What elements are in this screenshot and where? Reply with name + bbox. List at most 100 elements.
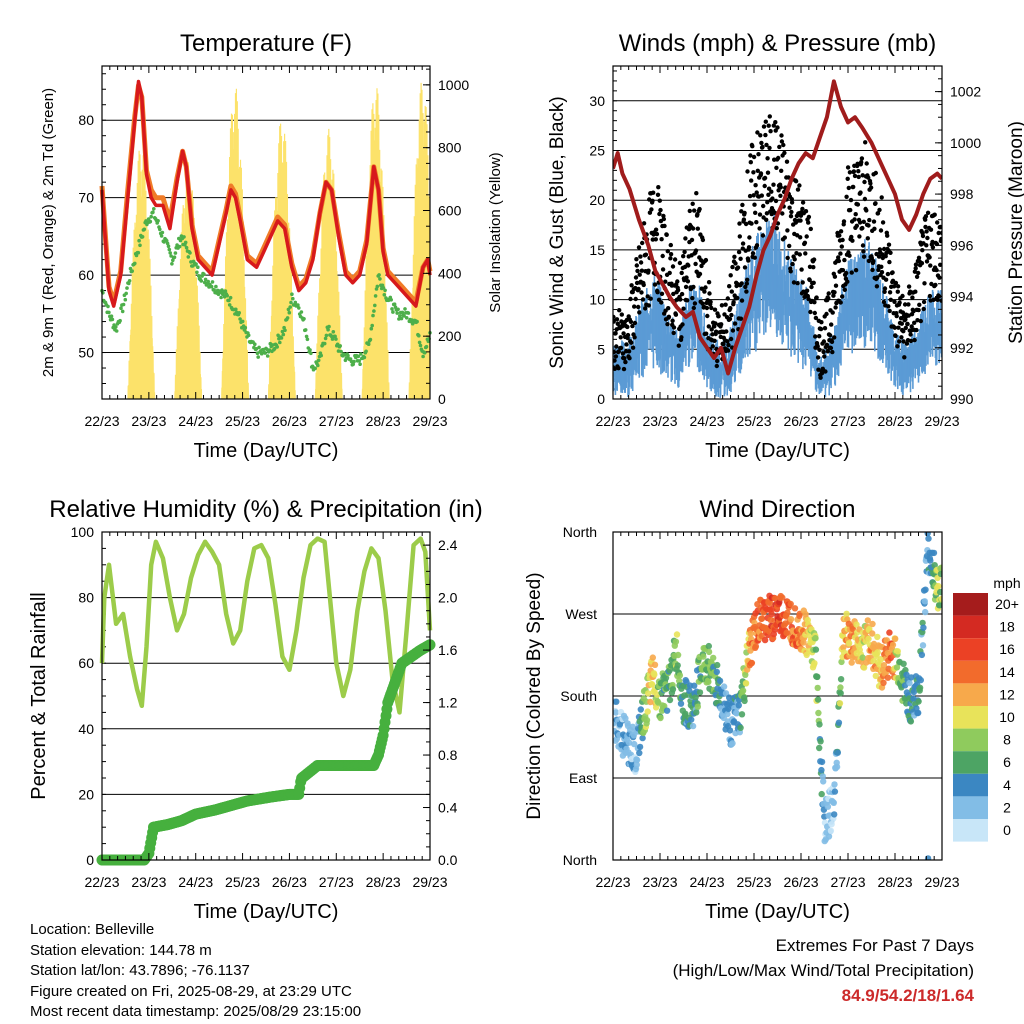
- direction-tick-label: North: [563, 524, 597, 540]
- dewpoint-point: [281, 332, 286, 337]
- dewpoint-point: [297, 306, 301, 310]
- gust-point: [646, 303, 651, 308]
- dewpoint-point: [417, 340, 422, 345]
- direction-point: [918, 651, 926, 659]
- dewpoint-point: [214, 284, 218, 289]
- dewpoint-point: [243, 325, 248, 330]
- dewpoint-point: [165, 241, 170, 246]
- gust-point: [695, 226, 700, 231]
- gust-point: [861, 254, 867, 259]
- gust-point: [637, 272, 642, 277]
- gust-point: [787, 243, 792, 249]
- dewpoint-point: [424, 344, 429, 349]
- gust-point: [753, 183, 758, 188]
- wind_direction-xtick-label: 27/23: [830, 874, 865, 890]
- dewpoint-point: [140, 235, 145, 239]
- direction-point: [831, 781, 838, 788]
- direction-point: [925, 535, 932, 542]
- gust-point: [758, 133, 763, 138]
- gust-point: [897, 300, 902, 305]
- gust-point: [729, 289, 734, 294]
- gust-point: [832, 335, 837, 340]
- dewpoint-point: [199, 279, 204, 283]
- solar-day-trace: [174, 162, 203, 399]
- temperature-xtick-label: 24/23: [178, 413, 213, 429]
- direction-point: [694, 703, 701, 710]
- gust-point: [675, 279, 680, 284]
- gust-point: [910, 295, 915, 300]
- winds-y2tick-label: 990: [950, 391, 974, 407]
- direction-point: [651, 671, 658, 678]
- direction-point: [741, 697, 748, 705]
- direction-point: [915, 709, 922, 717]
- direction-point: [758, 615, 766, 622]
- gust-point: [867, 217, 872, 223]
- temperature-y2tick-label: 1000: [438, 77, 469, 93]
- gust-point: [679, 291, 685, 297]
- gust-point: [908, 338, 914, 344]
- direction-point: [720, 683, 728, 690]
- gust-point: [779, 168, 784, 173]
- gust-point: [939, 236, 942, 242]
- gust-point: [705, 313, 710, 319]
- direction-point: [893, 664, 901, 671]
- gust-point: [640, 297, 646, 302]
- humidity-xlabel: Time (Day/UTC): [194, 901, 339, 923]
- gust-point: [873, 201, 878, 206]
- gust-point: [687, 208, 692, 214]
- gust-point: [712, 338, 717, 343]
- dewpoint-point: [403, 307, 407, 311]
- gust-point: [803, 251, 808, 256]
- dewpoint-point: [148, 219, 153, 224]
- direction-point: [938, 595, 942, 602]
- gust-point: [888, 297, 893, 302]
- dewpoint-point: [378, 277, 382, 281]
- gust-point: [739, 209, 744, 214]
- gust-point: [702, 289, 707, 294]
- gust-point: [755, 168, 760, 173]
- gust-point: [744, 289, 749, 294]
- dewpoint-point: [173, 251, 178, 255]
- gust-point: [782, 150, 787, 156]
- dewpoint-point: [331, 330, 336, 334]
- direction-point: [935, 582, 942, 590]
- dewpoint-point: [202, 272, 206, 277]
- gust-point: [921, 306, 926, 312]
- dewpoint-point: [346, 353, 350, 358]
- direction-point: [689, 722, 697, 730]
- colorbar-label: 12: [999, 686, 1015, 702]
- direction-point: [838, 658, 845, 666]
- dewpoint-point: [136, 250, 141, 255]
- gust-point: [625, 324, 630, 330]
- gust-point: [906, 284, 912, 289]
- dewpoint-point: [123, 297, 128, 302]
- gust-point: [753, 210, 758, 215]
- gust-point: [838, 229, 844, 234]
- gust-point: [726, 342, 731, 348]
- solar-day-trace: [408, 82, 430, 399]
- gust-point: [918, 318, 923, 324]
- gust-point: [778, 193, 783, 198]
- gust-point: [760, 233, 766, 238]
- dewpoint-point: [118, 318, 122, 323]
- dewpoint-point: [209, 284, 214, 289]
- gust-point: [733, 261, 738, 266]
- gust-point: [833, 305, 838, 310]
- colorbar-title: mph: [993, 575, 1020, 591]
- gust-point: [856, 174, 861, 180]
- extremes-subtitle: (High/Low/Max Wind/Total Precipitation): [672, 961, 974, 980]
- direction-point: [733, 710, 740, 717]
- gust-point: [745, 277, 750, 282]
- gust-point: [636, 286, 641, 292]
- dewpoint-point: [291, 296, 295, 301]
- dewpoint-point: [246, 333, 251, 338]
- gust-point: [628, 319, 634, 324]
- gust-point: [666, 314, 672, 319]
- gust-point: [861, 219, 866, 224]
- dewpoint-point: [234, 307, 238, 312]
- dewpoint-point: [169, 254, 173, 258]
- gust-point: [818, 375, 823, 380]
- gust-point: [906, 313, 911, 318]
- gust-point: [647, 210, 653, 215]
- gust-point: [735, 295, 740, 301]
